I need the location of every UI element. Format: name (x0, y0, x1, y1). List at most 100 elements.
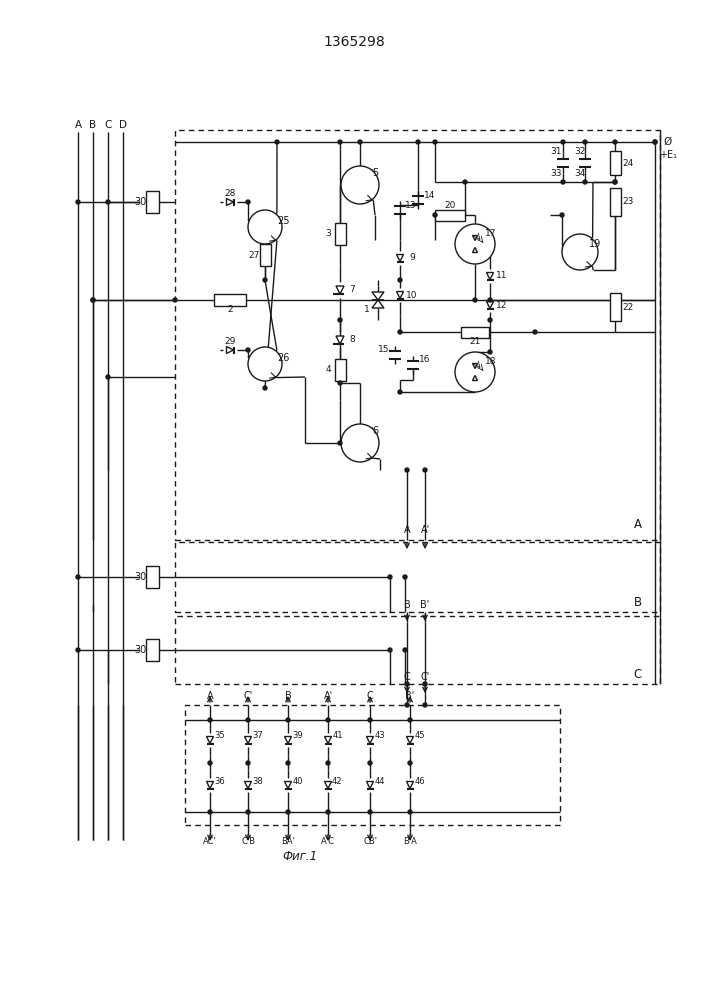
Text: 35: 35 (215, 732, 226, 740)
Circle shape (613, 180, 617, 184)
Circle shape (403, 575, 407, 579)
Text: 16: 16 (419, 356, 431, 364)
Circle shape (488, 318, 492, 322)
Circle shape (286, 761, 290, 765)
Text: B'A: B'A (403, 838, 417, 846)
Circle shape (106, 375, 110, 379)
Bar (435, 210, 465, 221)
Text: A: A (634, 518, 642, 532)
Circle shape (398, 330, 402, 334)
Circle shape (76, 200, 80, 204)
Text: A': A' (421, 525, 430, 535)
Bar (146, 639, 158, 661)
Circle shape (286, 718, 290, 722)
Circle shape (653, 140, 657, 144)
Bar (461, 326, 489, 338)
Text: A': A' (323, 691, 332, 701)
Circle shape (286, 810, 290, 814)
Polygon shape (397, 292, 404, 298)
Text: Фиг.1: Фиг.1 (282, 850, 317, 863)
Circle shape (408, 810, 412, 814)
Text: 38: 38 (252, 778, 264, 786)
Text: CB': CB' (363, 838, 377, 846)
Text: 33: 33 (550, 169, 562, 178)
Bar (609, 293, 621, 321)
Circle shape (455, 352, 495, 392)
Bar (146, 566, 158, 588)
Circle shape (613, 140, 617, 144)
Circle shape (246, 348, 250, 352)
Text: Ø: Ø (664, 137, 672, 147)
Text: B: B (404, 600, 410, 610)
Text: 25: 25 (276, 216, 289, 226)
Text: 11: 11 (496, 271, 508, 280)
Text: 45: 45 (415, 732, 425, 740)
Circle shape (248, 210, 282, 244)
Text: A: A (206, 691, 214, 701)
Circle shape (473, 298, 477, 302)
Circle shape (76, 648, 80, 652)
Circle shape (275, 140, 279, 144)
Polygon shape (325, 782, 332, 788)
Text: AC': AC' (203, 838, 217, 846)
Circle shape (263, 386, 267, 390)
Bar (146, 191, 158, 213)
Polygon shape (284, 782, 291, 788)
Circle shape (368, 761, 372, 765)
Circle shape (408, 761, 412, 765)
Text: 31: 31 (550, 147, 562, 156)
Circle shape (341, 166, 379, 204)
Circle shape (583, 140, 587, 144)
Text: 4: 4 (325, 365, 331, 374)
Polygon shape (472, 375, 477, 380)
Text: 43: 43 (375, 732, 385, 740)
Text: 19: 19 (589, 239, 601, 249)
Text: 5: 5 (372, 168, 378, 178)
Polygon shape (407, 736, 414, 744)
Polygon shape (472, 363, 477, 368)
Circle shape (398, 390, 402, 394)
Text: 21: 21 (469, 336, 481, 346)
Polygon shape (245, 736, 252, 744)
Text: 10: 10 (407, 290, 418, 300)
Circle shape (416, 140, 420, 144)
Text: C: C (634, 668, 642, 680)
Polygon shape (226, 347, 233, 354)
Text: A: A (74, 120, 81, 130)
Circle shape (583, 180, 587, 184)
Polygon shape (407, 782, 414, 788)
Circle shape (433, 213, 437, 217)
Text: 3: 3 (325, 230, 331, 238)
Text: 18: 18 (485, 358, 497, 366)
Text: 39: 39 (293, 732, 303, 740)
Circle shape (246, 810, 250, 814)
Circle shape (423, 703, 427, 707)
Circle shape (398, 278, 402, 282)
Polygon shape (372, 292, 384, 300)
Circle shape (488, 298, 492, 302)
Text: D: D (119, 120, 127, 130)
Bar (214, 294, 246, 306)
Circle shape (423, 468, 427, 472)
Polygon shape (472, 247, 477, 252)
Circle shape (326, 761, 330, 765)
Circle shape (488, 350, 492, 354)
Circle shape (368, 810, 372, 814)
Bar (609, 188, 621, 216)
Text: 30: 30 (134, 645, 146, 655)
Circle shape (561, 140, 565, 144)
Circle shape (560, 213, 564, 217)
Text: 1365298: 1365298 (323, 35, 385, 49)
Text: 34: 34 (574, 169, 585, 178)
Text: 29: 29 (224, 336, 235, 346)
Text: 37: 37 (252, 732, 264, 740)
Text: C'B: C'B (241, 838, 255, 846)
Text: 20: 20 (444, 200, 456, 210)
Circle shape (561, 180, 565, 184)
Circle shape (388, 575, 392, 579)
Circle shape (91, 298, 95, 302)
Bar (259, 244, 271, 266)
Circle shape (423, 682, 427, 686)
Polygon shape (206, 782, 214, 788)
Circle shape (405, 682, 409, 686)
